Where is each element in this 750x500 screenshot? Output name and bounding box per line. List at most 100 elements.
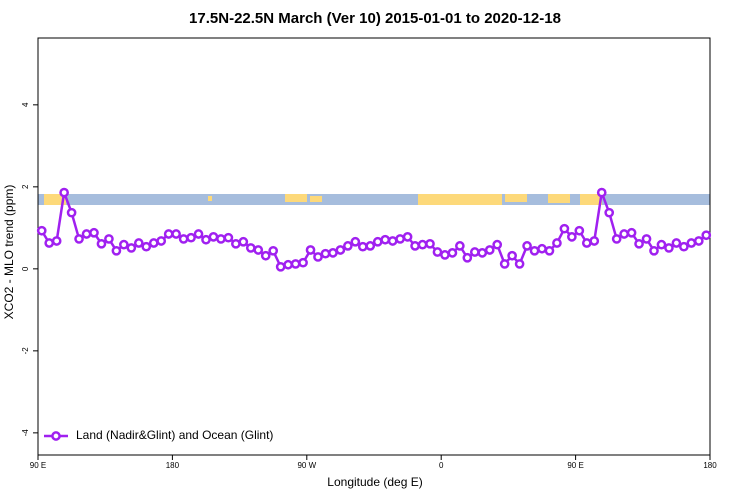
data-point xyxy=(104,234,114,244)
plot-frame xyxy=(37,37,711,456)
data-point xyxy=(469,247,480,257)
data-point xyxy=(81,229,92,239)
data-point xyxy=(51,236,62,246)
data-point xyxy=(387,236,398,246)
surface-strip xyxy=(38,194,710,205)
data-point xyxy=(89,227,99,238)
data-point xyxy=(559,223,570,234)
data-point xyxy=(357,241,368,252)
data-point xyxy=(320,248,331,259)
data-point xyxy=(529,245,540,256)
data-point xyxy=(335,245,346,255)
data-point xyxy=(402,232,413,242)
data-point xyxy=(111,245,122,256)
data-point xyxy=(641,234,652,244)
data-point xyxy=(455,241,465,251)
data-point xyxy=(305,245,316,255)
data-point xyxy=(492,239,503,250)
data-point xyxy=(126,243,137,253)
data-point xyxy=(133,238,144,248)
data-point xyxy=(380,234,391,245)
data-point xyxy=(514,259,525,269)
data-point xyxy=(96,238,107,249)
data-point xyxy=(283,259,293,270)
data-point xyxy=(148,238,159,248)
data-point xyxy=(447,248,458,258)
x-axis-title: Longitude (deg E) xyxy=(327,475,422,489)
data-point xyxy=(552,238,562,248)
data-point xyxy=(619,229,629,239)
data-point xyxy=(260,250,271,261)
data-point xyxy=(395,234,405,244)
data-point xyxy=(693,236,704,246)
x-tick-label: 90 W xyxy=(297,461,316,470)
x-tick-label: 180 xyxy=(703,461,717,470)
data-point xyxy=(268,245,279,256)
data-point xyxy=(290,259,301,269)
data-point xyxy=(208,232,219,242)
data-point xyxy=(522,241,532,251)
data-point xyxy=(36,225,47,236)
data-point xyxy=(74,234,84,244)
data-point xyxy=(440,250,450,260)
y-tick-label: -2 xyxy=(21,347,30,355)
data-point xyxy=(328,248,338,258)
data-point xyxy=(649,245,659,256)
data-point xyxy=(59,187,69,198)
data-point xyxy=(313,252,323,262)
data-point xyxy=(507,250,517,261)
data-point xyxy=(656,239,667,250)
y-tick-label: 0 xyxy=(21,266,30,271)
x-tick-label: 90 E xyxy=(567,461,583,470)
data-point xyxy=(193,229,204,239)
data-point xyxy=(544,245,555,256)
data-point xyxy=(119,239,129,250)
data-point xyxy=(596,187,607,198)
data-point xyxy=(201,234,211,245)
y-tick-label: 4 xyxy=(21,102,30,107)
data-point xyxy=(245,243,256,253)
data-point xyxy=(671,238,682,248)
data-point xyxy=(589,236,600,246)
data-point xyxy=(425,238,435,249)
legend-label: Land (Nadir&Glint) and Ocean (Glint) xyxy=(76,428,273,442)
data-point xyxy=(634,238,644,249)
data-point xyxy=(275,261,286,272)
data-point xyxy=(186,232,196,243)
data-point xyxy=(626,227,637,238)
data-point xyxy=(223,232,234,243)
data-point xyxy=(350,236,361,247)
data-point xyxy=(604,207,615,218)
data-point xyxy=(499,259,510,269)
data-point xyxy=(417,239,428,250)
legend-marker xyxy=(51,431,61,441)
data-point xyxy=(410,241,420,251)
data-point xyxy=(686,238,697,248)
data-point xyxy=(477,248,488,258)
data-point xyxy=(372,236,383,247)
data-point xyxy=(537,243,547,254)
data-point xyxy=(432,247,443,257)
x-tick-label: 90 E xyxy=(30,461,46,470)
data-point xyxy=(156,236,167,246)
y-tick-label: -4 xyxy=(21,429,30,437)
data-point xyxy=(484,245,495,255)
data-point xyxy=(611,234,622,244)
data-point xyxy=(178,234,189,244)
data-point xyxy=(664,243,674,253)
data-point xyxy=(701,230,712,241)
data-point xyxy=(253,245,264,255)
data-point xyxy=(141,241,152,252)
data-point xyxy=(343,241,353,251)
data-point xyxy=(365,241,376,251)
data-point xyxy=(163,229,174,239)
x-tick-label: 180 xyxy=(166,461,180,470)
data-point xyxy=(298,257,308,268)
data-point xyxy=(231,238,241,249)
data-point xyxy=(574,225,585,236)
chart-title: 17.5N-22.5N March (Ver 10) 2015-01-01 to… xyxy=(189,10,561,27)
data-point xyxy=(66,207,77,218)
data-point xyxy=(216,234,226,244)
x-tick-label: 0 xyxy=(439,461,444,470)
